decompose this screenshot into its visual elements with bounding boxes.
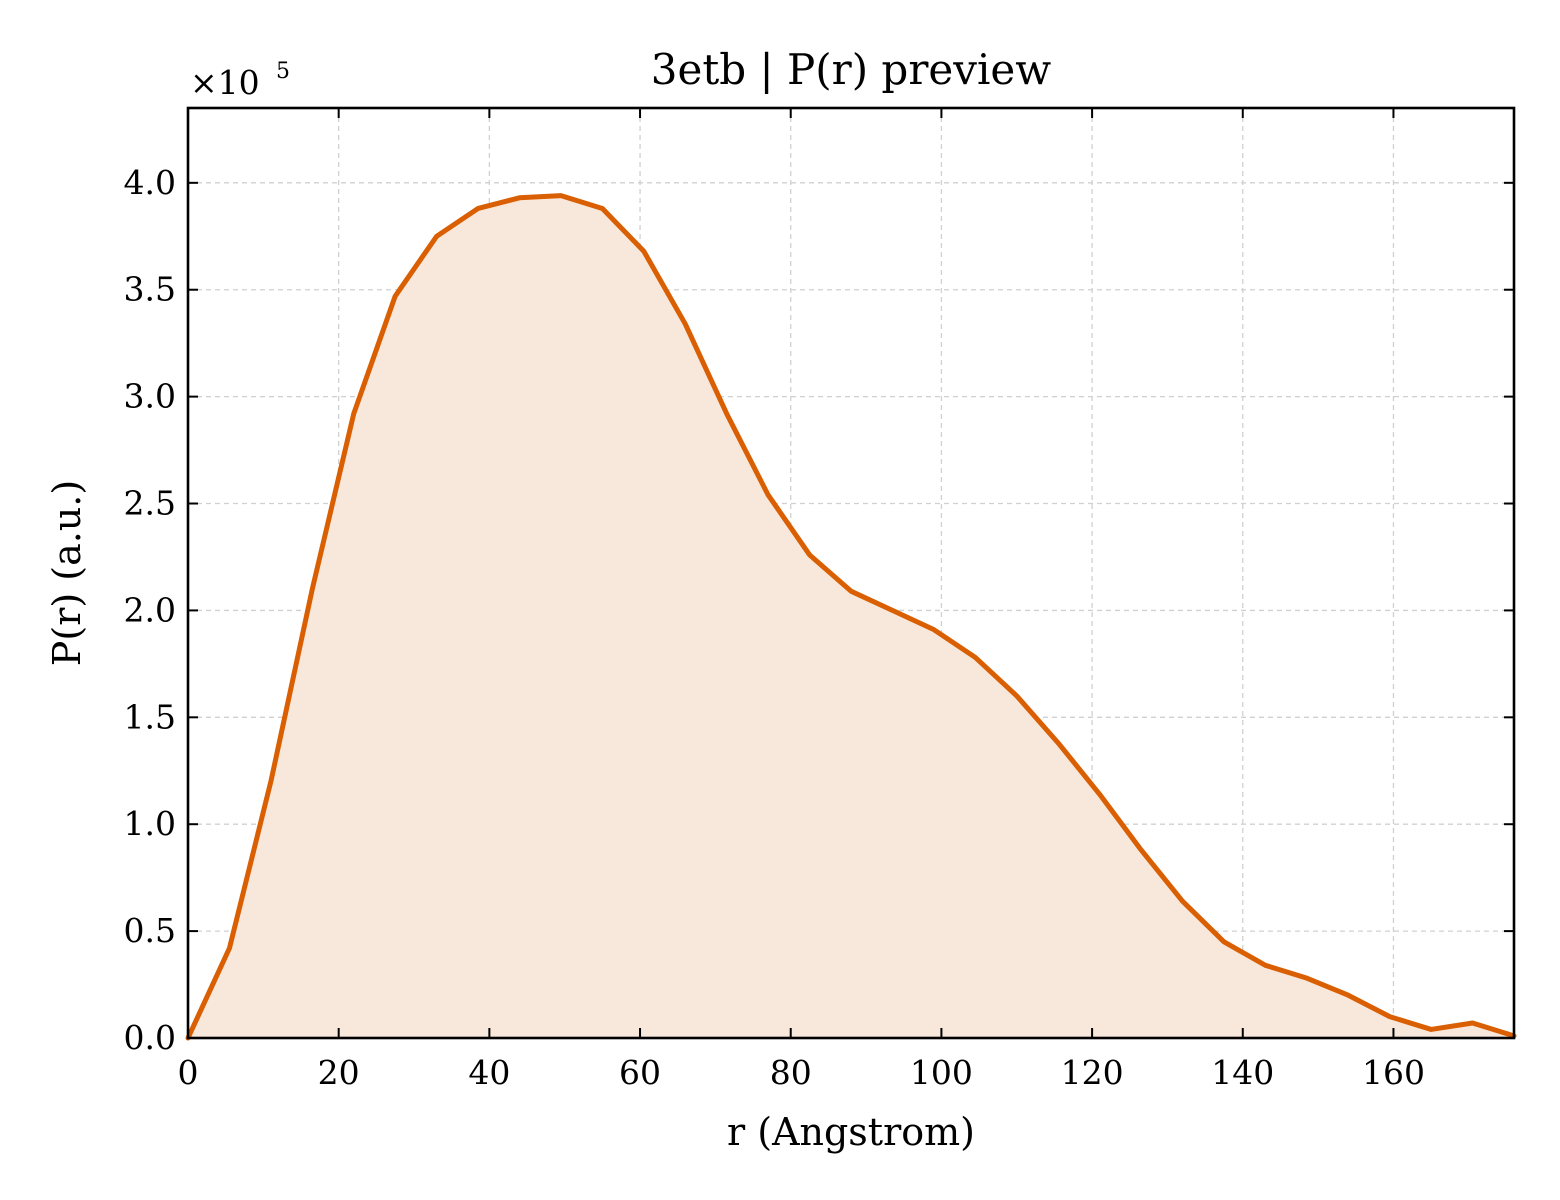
y-tick-label: 1.0: [124, 804, 176, 843]
x-tick-label: 0: [178, 1053, 199, 1092]
x-tick-label: 160: [1362, 1053, 1425, 1092]
y-tick-label: 0.5: [124, 911, 176, 950]
y-multiplier-exponent: 5: [276, 59, 290, 84]
y-tick-label: 1.5: [124, 697, 176, 736]
x-tick-label: 60: [619, 1053, 661, 1092]
x-tick-label: 20: [318, 1053, 360, 1092]
x-tick-labels: 0 20 40 60 80 100 120 140 160: [178, 1053, 1425, 1092]
plot-frame: [186, 106, 1516, 1040]
x-tick-label: 120: [1061, 1053, 1124, 1092]
area-fill: [188, 195, 1514, 1038]
x-tick-label: 100: [910, 1053, 973, 1092]
y-tick-label: 2.0: [124, 590, 176, 629]
ticks: [187, 108, 1514, 1039]
x-tick-label: 80: [770, 1053, 812, 1092]
y-axis-label: P(r) (a.u.): [45, 480, 89, 666]
y-tick-label: 3.0: [124, 377, 176, 416]
x-axis-label: r (Angstrom): [727, 1110, 975, 1154]
y-tick-label: 0.0: [124, 1018, 176, 1057]
x-tick-label: 140: [1211, 1053, 1274, 1092]
series-line: [185, 193, 1517, 1041]
y-tick-label: 2.5: [124, 484, 176, 523]
y-tick-labels: 0.0 0.5 1.0 1.5 2.0 2.5 3.0 3.5 4.0: [124, 163, 176, 1057]
x-tick-label: 40: [468, 1053, 510, 1092]
y-multiplier-base: ×10: [190, 63, 260, 102]
y-tick-label: 4.0: [124, 163, 176, 202]
y-tick-label: 3.5: [124, 270, 176, 309]
y-multiplier: ×10 5: [190, 59, 290, 102]
chart-title: 3etb | P(r) preview: [651, 45, 1051, 94]
